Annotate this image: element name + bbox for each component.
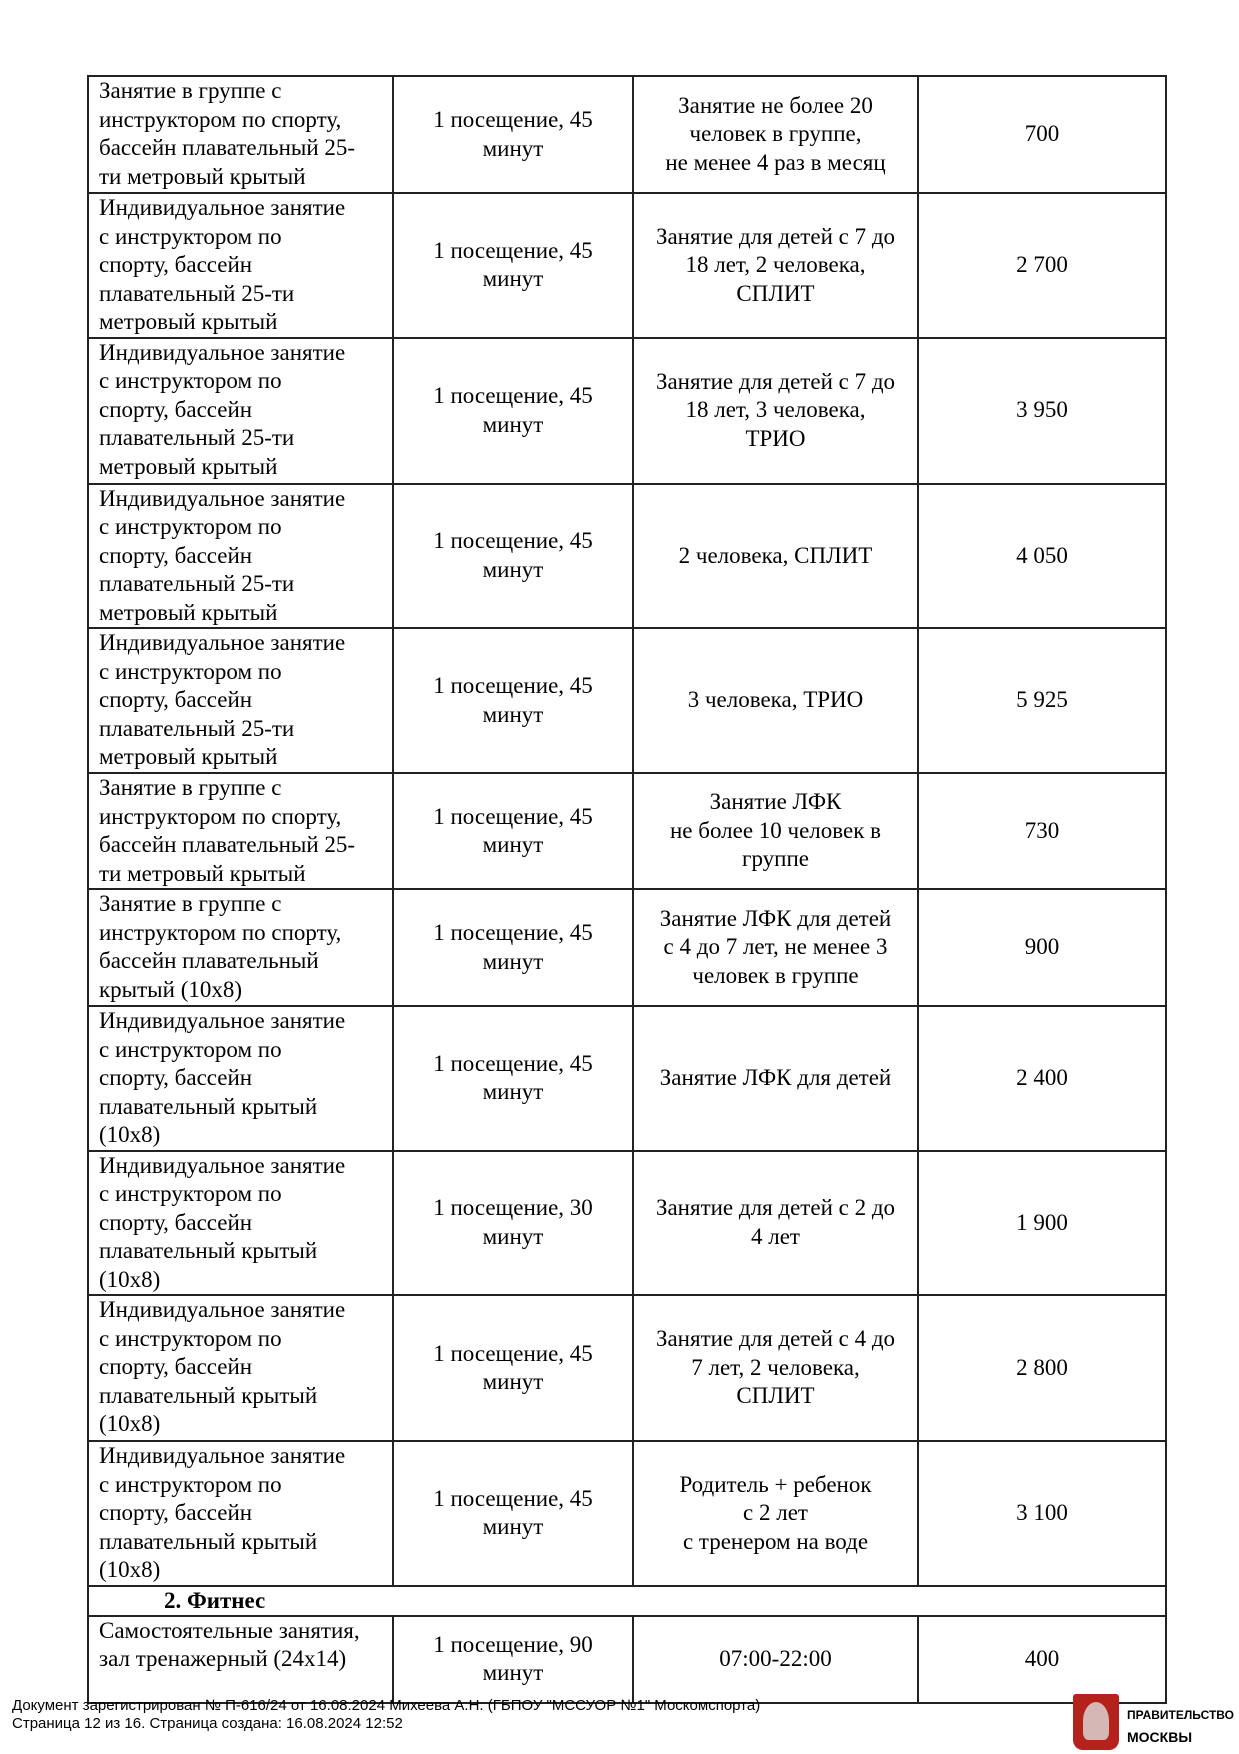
price-cell: 400 — [917, 1614, 1167, 1704]
conditions-cell: Занятие для детей с 7 до 18 лет, 2 челов… — [632, 192, 919, 339]
logo-line-2: МОСКВЫ — [1127, 1729, 1193, 1745]
conditions-cell: Занятие для детей с 2 до 4 лет — [632, 1149, 919, 1296]
table-row: Индивидуальное занятие с инструктором по… — [87, 627, 1167, 774]
table-row: Занятие в группе с инструктором по спорт… — [87, 772, 1167, 890]
service-cell: Самостоятельные занятия, зал тренажерный… — [87, 1614, 394, 1704]
moscow-coat-of-arms-icon — [1073, 1694, 1119, 1750]
duration-cell: 1 посещение, 45 минут — [392, 192, 634, 339]
duration-cell: 1 посещение, 45 минут — [392, 627, 634, 774]
service-cell: Индивидуальное занятие с инструктором по… — [87, 1149, 394, 1296]
table-row: Индивидуальное занятие с инструктором по… — [87, 1005, 1167, 1152]
duration-cell: 1 посещение, 45 минут — [392, 1294, 634, 1442]
government-logo-text: ПРАВИТЕЛЬСТВО МОСКВЫ — [1127, 1704, 1234, 1748]
conditions-cell: 07:00-22:00 — [632, 1614, 919, 1704]
conditions-cell: 2 человека, СПЛИТ — [632, 482, 919, 629]
table-row: Индивидуальное занятие с инструктором по… — [87, 1440, 1167, 1587]
price-cell: 2 800 — [917, 1294, 1167, 1442]
registration-footer: Документ зарегистрирован № П-616/24 от 1… — [12, 1697, 760, 1733]
duration-cell: 1 посещение, 45 минут — [392, 888, 634, 1007]
price-cell: 5 925 — [917, 627, 1167, 774]
price-cell: 3 950 — [917, 336, 1167, 485]
service-cell: Индивидуальное занятие с инструктором по… — [87, 1440, 394, 1587]
duration-cell: 1 посещение, 45 минут — [392, 75, 634, 194]
service-cell: Индивидуальное занятие с инструктором по… — [87, 482, 394, 629]
table-row: Занятие в группе с инструктором по спорт… — [87, 888, 1167, 1007]
table-row: Самостоятельные занятия, зал тренажерный… — [87, 1614, 1167, 1704]
section-row: 2. Фитнес — [87, 1584, 1167, 1617]
duration-cell: 1 посещение, 45 минут — [392, 772, 634, 890]
service-cell: Индивидуальное занятие с инструктором по… — [87, 1005, 394, 1152]
price-cell: 700 — [917, 75, 1167, 194]
service-cell: Индивидуальное занятие с инструктором по… — [87, 336, 394, 485]
section-heading: 2. Фитнес — [87, 1584, 1167, 1617]
duration-cell: 1 посещение, 45 минут — [392, 482, 634, 629]
duration-cell: 1 посещение, 45 минут — [392, 336, 634, 485]
conditions-cell: Занятие ЛФК для детей с 4 до 7 лет, не м… — [632, 888, 919, 1007]
table-row: Индивидуальное занятие с инструктором по… — [87, 1149, 1167, 1296]
conditions-cell: Родитель + ребенок с 2 лет с тренером на… — [632, 1440, 919, 1587]
price-cell: 4 050 — [917, 482, 1167, 629]
price-cell: 3 100 — [917, 1440, 1167, 1587]
conditions-cell: 3 человека, ТРИО — [632, 627, 919, 774]
footer-line-2: Страница 12 из 16. Страница создана: 16.… — [12, 1715, 403, 1732]
price-cell: 900 — [917, 888, 1167, 1007]
duration-cell: 1 посещение, 45 минут — [392, 1005, 634, 1152]
service-cell: Занятие в группе с инструктором по спорт… — [87, 772, 394, 890]
service-cell: Индивидуальное занятие с инструктором по… — [87, 192, 394, 339]
conditions-cell: Занятие для детей с 4 до 7 лет, 2 челове… — [632, 1294, 919, 1442]
duration-cell: 1 посещение, 45 минут — [392, 1440, 634, 1587]
duration-cell: 1 посещение, 90 минут — [392, 1614, 634, 1704]
logo-line-1: ПРАВИТЕЛЬСТВО — [1127, 1708, 1235, 1722]
duration-cell: 1 посещение, 30 минут — [392, 1149, 634, 1296]
service-cell: Индивидуальное занятие с инструктором по… — [87, 627, 394, 774]
conditions-cell: Занятие ЛФК не более 10 человек в группе — [632, 772, 919, 890]
table-row: Индивидуальное занятие с инструктором по… — [87, 336, 1167, 485]
table-row: Индивидуальное занятие с инструктором по… — [87, 1294, 1167, 1442]
price-cell: 2 700 — [917, 192, 1167, 339]
conditions-cell: Занятие не более 20 человек в группе, не… — [632, 75, 919, 194]
table-row: Индивидуальное занятие с инструктором по… — [87, 192, 1167, 339]
service-cell: Занятие в группе с инструктором по спорт… — [87, 75, 394, 194]
conditions-cell: Занятие для детей с 7 до 18 лет, 3 челов… — [632, 336, 919, 485]
price-cell: 730 — [917, 772, 1167, 890]
footer-line-1: Документ зарегистрирован № П-616/24 от 1… — [12, 1697, 761, 1714]
table-row: Индивидуальное занятие с инструктором по… — [87, 482, 1167, 629]
price-cell: 1 900 — [917, 1149, 1167, 1296]
price-table: Занятие в группе с инструктором по спорт… — [87, 75, 1167, 1704]
service-cell: Занятие в группе с инструктором по спорт… — [87, 888, 394, 1007]
service-cell: Индивидуальное занятие с инструктором по… — [87, 1294, 394, 1442]
conditions-cell: Занятие ЛФК для детей — [632, 1005, 919, 1152]
price-cell: 2 400 — [917, 1005, 1167, 1152]
table-row: Занятие в группе с инструктором по спорт… — [87, 75, 1167, 194]
